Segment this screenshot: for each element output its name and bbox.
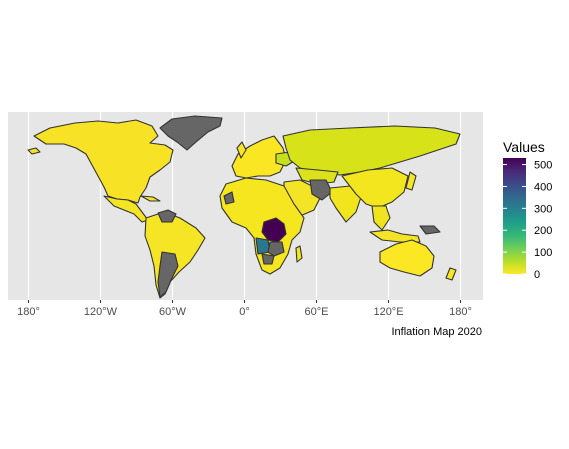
legend-tick-label: 300 <box>534 203 552 215</box>
region-russia <box>282 125 461 176</box>
region-zimbabwe <box>261 253 275 265</box>
legend-tick-label: 400 <box>534 181 552 193</box>
region-madagascar <box>295 245 303 263</box>
region-png <box>419 225 441 235</box>
axis-tick-label: 180° <box>17 306 40 318</box>
axis-tick-label: 0° <box>239 306 250 318</box>
region-iran <box>309 179 333 201</box>
legend-ticks: 500 400 300 200 100 0 <box>503 160 552 281</box>
legend-tick-label: 0 <box>534 269 540 281</box>
region-uk <box>236 141 247 159</box>
region-north-america <box>33 119 174 204</box>
region-new-zealand <box>445 267 457 281</box>
axis-tick-label: 120°W <box>84 306 118 318</box>
region-australia <box>379 239 435 277</box>
region-aleutians <box>27 147 41 155</box>
region-western-sahara <box>223 191 235 205</box>
longitude-axis: 180° 120°W 60°W 0° 60°E 120°E 180° <box>17 300 472 318</box>
region-greenland <box>159 115 223 151</box>
region-kazakhstan <box>295 167 339 185</box>
axis-tick-label: 60°E <box>305 306 329 318</box>
region-indonesia <box>369 229 421 243</box>
legend-tick-label: 100 <box>534 247 552 259</box>
country-shapes <box>27 115 461 299</box>
axis-tick-label: 180° <box>449 306 472 318</box>
map-caption: Inflation Map 2020 <box>391 326 482 338</box>
region-japan <box>405 171 417 191</box>
region-caribbean <box>140 195 161 202</box>
region-zambia <box>267 241 285 257</box>
region-southeast-asia <box>371 205 391 231</box>
legend-title: Values <box>503 139 545 155</box>
axis-tick-label: 120°E <box>373 306 403 318</box>
legend-color-bar <box>503 158 526 274</box>
axis-tick-label: 60°W <box>159 306 187 318</box>
legend: Values 500 400 300 200 100 0 <box>503 139 552 281</box>
legend-tick-label: 500 <box>534 160 552 172</box>
region-dr-congo <box>261 217 287 243</box>
legend-tick-label: 200 <box>534 225 552 237</box>
region-argentina <box>157 251 179 298</box>
region-venezuela <box>157 209 177 223</box>
region-east-asia <box>341 167 409 209</box>
